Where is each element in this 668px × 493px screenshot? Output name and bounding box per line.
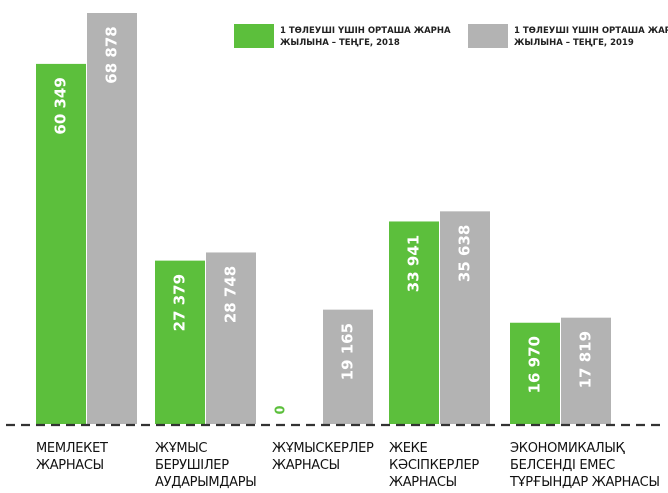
bar-s2-c5 — [561, 317, 611, 424]
data-label-s1-c5: 16 970 — [526, 336, 544, 393]
category-label-5-line-3: ТҰРҒЫНДАР ЖАРНАСЫ — [509, 475, 660, 490]
bar-s2-c2 — [206, 252, 256, 424]
data-label-s2-c3: 19 165 — [339, 323, 357, 380]
data-label-s1-c2: 27 379 — [171, 274, 189, 331]
bar-s1-c4 — [389, 221, 439, 424]
category-label-3-line-2: ЖАРНАСЫ — [272, 458, 340, 473]
legend-swatch-2 — [468, 24, 508, 48]
legend-label-1-line-2: ЖЫЛЫНА – ТЕҢГЕ, 2018 — [280, 38, 400, 48]
legend-swatch-1 — [234, 24, 274, 48]
category-label-3-line-1: ЖҰМЫСКЕРЛЕР — [272, 441, 374, 456]
data-label-s1-c1: 60 349 — [52, 77, 70, 134]
data-label-s2-c5: 17 819 — [577, 331, 595, 388]
category-labels: МЕМЛЕКЕТ ЖАРНАСЫ ЖҰМЫС БЕРУШІЛЕР АУДАРЫМДАРЫ… — [36, 441, 660, 490]
category-label-1-line-1: МЕМЛЕКЕТ — [36, 441, 108, 456]
category-label-2-line-1: ЖҰМЫС — [155, 441, 207, 456]
data-label-s2-c2: 28 748 — [222, 266, 240, 323]
category-label-5-line-1: ЭКОНОМИКАЛЫҚ — [510, 441, 626, 456]
bar-s2-c3 — [323, 309, 373, 424]
data-label-s1-c4: 33 941 — [405, 235, 423, 292]
bar-s2-c1 — [87, 13, 137, 424]
category-label-1-line-2: ЖАРНАСЫ — [36, 458, 104, 473]
legend-label-2-line-1: 1 ТӨЛЕУШІ ҮШІН ОРТАША ЖАРНА — [514, 26, 668, 36]
category-label-2-line-2: БЕРУШІЛЕР — [155, 458, 229, 473]
bars: 60 349 27 379 0 33 941 16 970 68 878 28 748 19 … — [36, 13, 611, 424]
category-label-4-line-2: КӘСІПКЕРЛЕР — [389, 458, 479, 473]
data-label-s1-c3: 0 — [274, 405, 289, 414]
legend: 1 ТӨЛЕУШІ ҮШІН ОРТАША ЖАРНА ЖЫЛЫНА – ТЕҢГ… — [234, 24, 668, 48]
category-label-4-line-1: ЖЕКЕ — [389, 441, 428, 456]
category-label-5-line-2: БЕЛСЕНДІ ЕМЕС — [510, 458, 615, 473]
category-label-4-line-3: ЖАРНАСЫ — [389, 475, 457, 490]
bar-s1-c2 — [155, 260, 205, 424]
bar-s1-c1 — [36, 63, 86, 424]
bar-s2-c4 — [440, 211, 490, 424]
category-label-2-line-3: АУДАРЫМДАРЫ — [155, 475, 256, 490]
data-label-s2-c1: 68 878 — [103, 26, 121, 83]
legend-label-1-line-1: 1 ТӨЛЕУШІ ҮШІН ОРТАША ЖАРНА — [280, 26, 451, 36]
bar-s1-c5 — [510, 322, 560, 424]
legend-label-2-line-2: ЖЫЛЫНА – ТЕҢГЕ, 2019 — [514, 38, 634, 48]
data-label-s2-c4: 35 638 — [456, 225, 474, 282]
